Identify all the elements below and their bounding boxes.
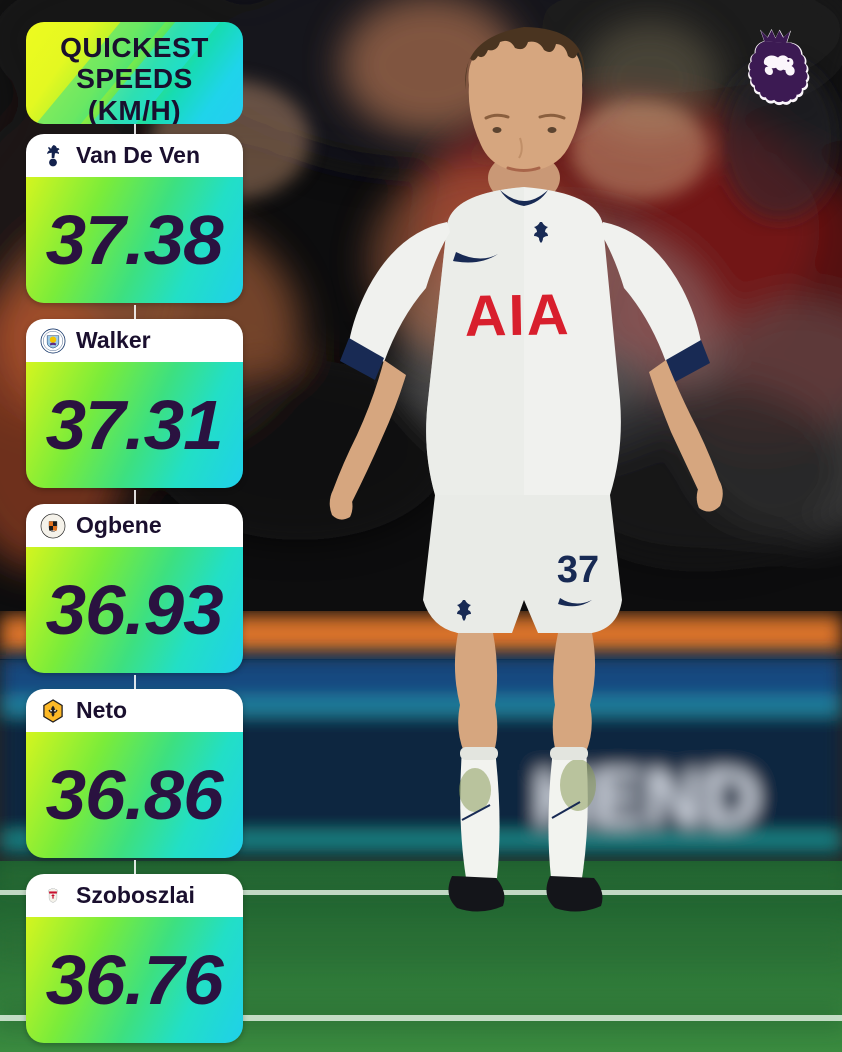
svg-text:37: 37: [557, 549, 599, 591]
svg-text:AIA: AIA: [464, 282, 571, 349]
